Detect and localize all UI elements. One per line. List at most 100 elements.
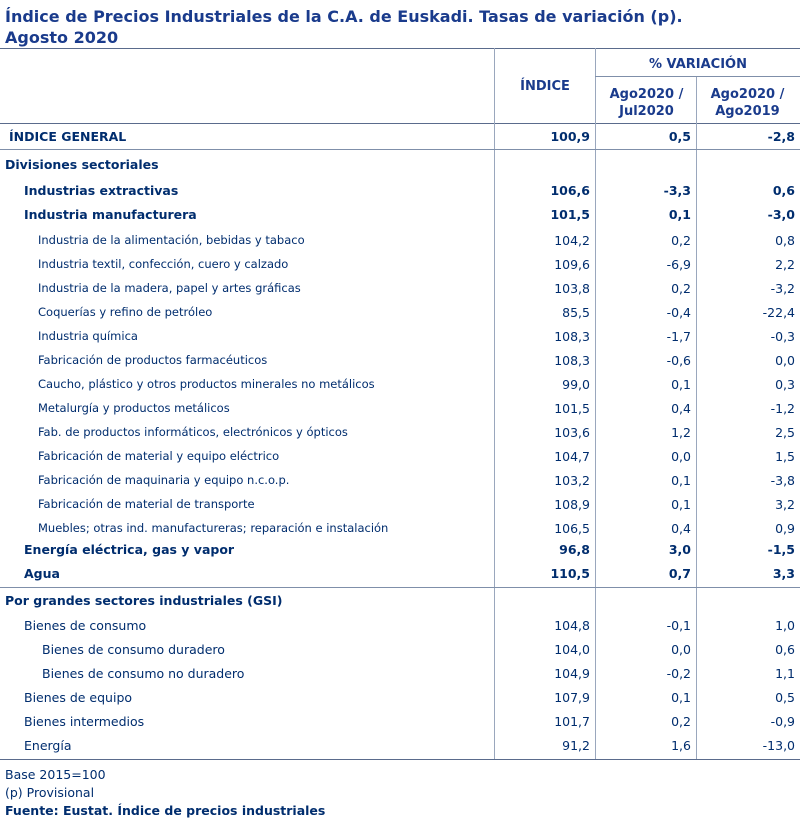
row-label: Industria textil, confección, cuero y ca… (38, 257, 289, 271)
table-bottom-rule (0, 759, 800, 760)
row-indice: 103,8 (554, 281, 590, 296)
row-label: Bienes de consumo (24, 618, 147, 633)
row-var-annual: 0,6 (775, 642, 795, 657)
row-label: Fabricación de material y equipo eléctri… (38, 449, 280, 463)
row-indice: 103,2 (554, 473, 590, 488)
separator-general (0, 149, 800, 150)
row-label: Agua (24, 566, 60, 581)
row-indice: 106,5 (554, 521, 590, 536)
row-label: ÍNDICE GENERAL (9, 129, 127, 144)
row-label: Fabricación de material de transporte (38, 497, 255, 511)
header-bottom-rule (0, 123, 800, 124)
row-label: Por grandes sectores industriales (GSI) (5, 593, 283, 608)
row-label: Bienes intermedios (24, 714, 145, 729)
row-label: Bienes de consumo duradero (42, 642, 225, 657)
row-indice: 104,8 (554, 618, 590, 633)
col-divider-3 (696, 123, 697, 760)
row-indice: 101,5 (550, 207, 590, 222)
col-divider-2 (595, 123, 596, 760)
row-var-annual: -0,3 (770, 329, 795, 344)
row-var-annual: 0,9 (775, 521, 795, 536)
header-col-annual-l1: Ago2020 / (710, 87, 785, 102)
row-var-monthly: 0,0 (671, 642, 691, 657)
row-indice: 99,0 (562, 377, 590, 392)
row-var-monthly: 0,0 (671, 449, 691, 464)
row-indice: 100,9 (550, 129, 590, 144)
row-indice: 108,3 (554, 353, 590, 368)
row-label: Caucho, plástico y otros productos miner… (38, 377, 375, 391)
row-var-monthly: 1,6 (671, 738, 691, 753)
row-var-annual: 0,5 (775, 690, 795, 705)
row-var-monthly: 0,1 (671, 497, 691, 512)
footnote-provisional: (p) Provisional (5, 785, 95, 800)
row-var-monthly: 3,0 (668, 542, 691, 557)
header-col-monthly-l1: Ago2020 / (609, 87, 684, 102)
row-label: Industrias extractivas (24, 183, 179, 198)
row-var-annual: 0,0 (775, 353, 795, 368)
row-var-annual: -3,0 (767, 207, 795, 222)
row-var-annual: 0,3 (775, 377, 795, 392)
row-var-annual: -0,9 (770, 714, 795, 729)
row-var-monthly: 0,4 (671, 401, 691, 416)
row-var-monthly: 0,2 (671, 233, 691, 248)
row-indice: 108,3 (554, 329, 590, 344)
row-indice: 103,6 (554, 425, 590, 440)
row-indice: 107,9 (554, 690, 590, 705)
row-var-monthly: 1,2 (671, 425, 691, 440)
header-indice: ÍNDICE (520, 79, 570, 94)
row-var-annual: -3,2 (770, 281, 795, 296)
row-var-annual: 1,5 (775, 449, 795, 464)
row-indice: 104,7 (554, 449, 590, 464)
col-divider-1 (494, 123, 495, 760)
page-title: Índice de Precios Industriales de la C.A… (5, 6, 683, 48)
row-var-monthly: 0,1 (668, 207, 691, 222)
row-var-monthly: -3,3 (663, 183, 691, 198)
row-var-annual: 2,5 (775, 425, 795, 440)
row-var-annual: -3,8 (770, 473, 795, 488)
header-divider-2 (595, 48, 596, 123)
row-label: Muebles; otras ind. manufactureras; repa… (38, 521, 389, 535)
row-var-annual: -1,2 (770, 401, 795, 416)
row-var-annual: 1,1 (775, 666, 795, 681)
header-divider-3 (696, 76, 697, 123)
row-indice: 85,5 (562, 305, 590, 320)
row-indice: 96,8 (559, 542, 590, 557)
row-var-monthly: -0,2 (666, 666, 691, 681)
row-indice: 91,2 (562, 738, 590, 753)
row-var-monthly: 0,4 (671, 521, 691, 536)
header-col-annual: Ago2020 / Ago2019 (698, 86, 797, 120)
row-var-monthly: -0,4 (666, 305, 691, 320)
header-col-monthly: Ago2020 / Jul2020 (597, 86, 696, 120)
row-var-monthly: -0,1 (666, 618, 691, 633)
row-var-monthly: -1,7 (666, 329, 691, 344)
row-var-annual: 1,0 (775, 618, 795, 633)
header-divider-1 (494, 48, 495, 123)
row-indice: 108,9 (554, 497, 590, 512)
source-note: Fuente: Eustat. Índice de precios indust… (5, 803, 326, 818)
row-var-monthly: 0,2 (671, 281, 691, 296)
row-var-annual: 3,3 (772, 566, 795, 581)
row-indice: 104,0 (554, 642, 590, 657)
row-var-monthly: 0,5 (668, 129, 691, 144)
row-label: Divisiones sectoriales (5, 157, 159, 172)
row-var-monthly: 0,1 (671, 377, 691, 392)
row-label: Fabricación de maquinaria y equipo n.c.o… (38, 473, 290, 487)
row-var-annual: -2,8 (767, 129, 795, 144)
header-col-monthly-l2: Jul2020 (619, 104, 674, 119)
row-label: Industria manufacturera (24, 207, 197, 222)
row-var-annual: 3,2 (775, 497, 795, 512)
row-indice: 110,5 (550, 566, 590, 581)
row-var-monthly: 0,2 (671, 714, 691, 729)
row-label: Bienes de equipo (24, 690, 133, 705)
row-label: Energía (24, 738, 72, 753)
header-variacion: % VARIACIÓN (648, 57, 747, 72)
row-label: Industria química (38, 329, 138, 343)
row-indice: 106,6 (550, 183, 590, 198)
row-var-annual: -13,0 (762, 738, 795, 753)
row-var-annual: 2,2 (775, 257, 795, 272)
row-var-annual: 0,6 (772, 183, 795, 198)
row-indice: 101,7 (554, 714, 590, 729)
row-var-annual: -1,5 (767, 542, 795, 557)
row-label: Industria de la madera, papel y artes gr… (38, 281, 301, 295)
row-var-monthly: 0,1 (671, 690, 691, 705)
